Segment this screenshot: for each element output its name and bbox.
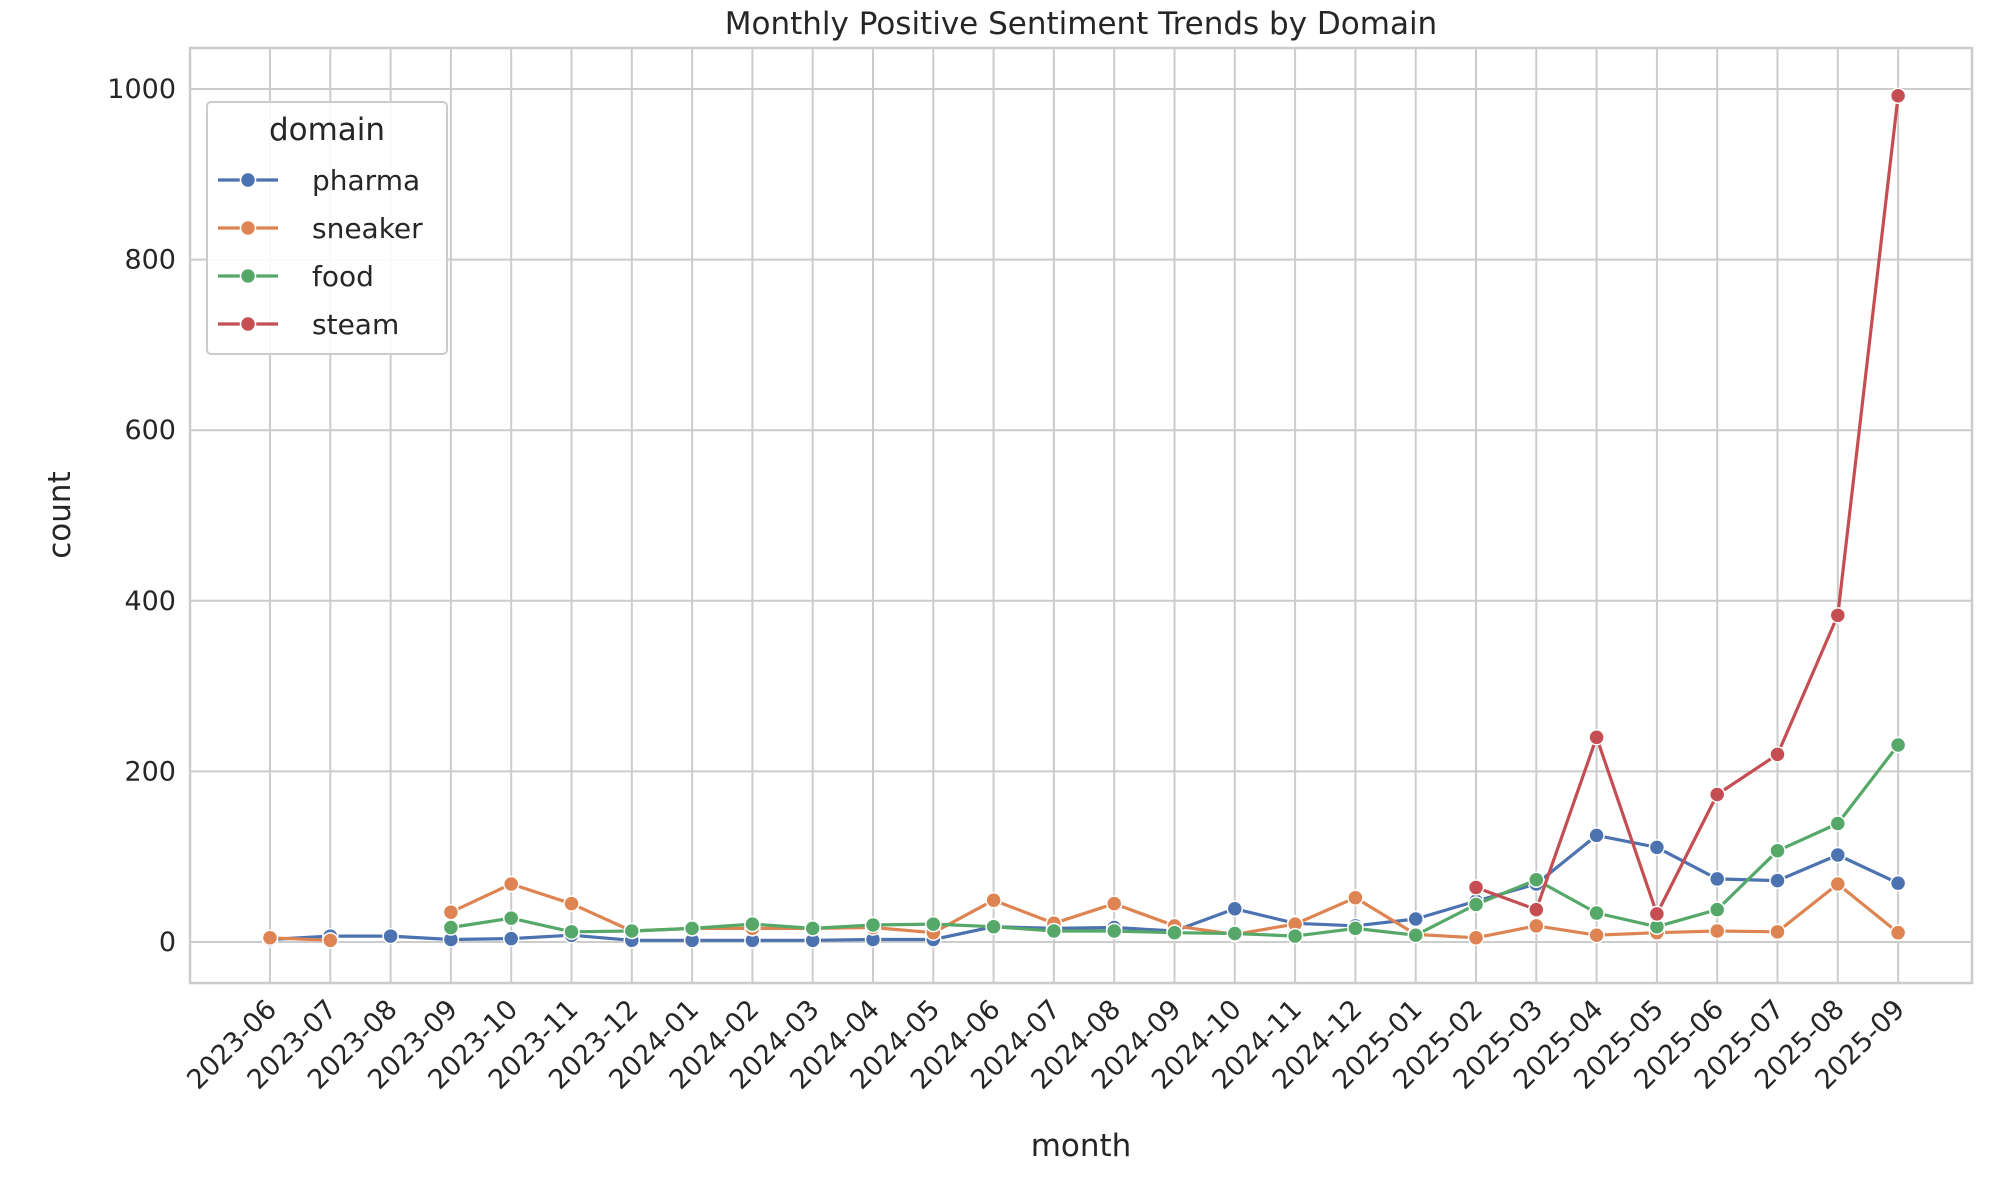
data-point-food (502, 909, 520, 927)
data-point-food (563, 923, 580, 941)
data-point-sneaker (442, 903, 460, 921)
data-point-food (1286, 927, 1304, 945)
series-steam (1467, 87, 1907, 923)
x-axis-label: month (1031, 1128, 1132, 1164)
data-point-sneaker (1588, 926, 1605, 944)
legend-swatch-marker (239, 219, 257, 237)
data-point-food (1407, 926, 1424, 944)
series-line-sneaker (269, 936, 331, 942)
y-axis-label: count (42, 471, 78, 558)
y-tick-label: 800 (124, 245, 176, 276)
series-line-steam (1475, 95, 1900, 916)
x-axis-ticks: 2023-062023-072023-082023-092023-102023-… (181, 994, 1911, 1096)
legend-label: pharma (312, 164, 420, 197)
data-point-sneaker (1829, 875, 1847, 893)
legend-entries: pharma sneaker food steam (218, 164, 423, 341)
series-lines (261, 87, 1907, 949)
legend-swatch-marker (239, 267, 257, 285)
data-point-steam (1648, 905, 1666, 923)
data-point-pharma (1708, 870, 1726, 888)
data-point-food (1588, 904, 1605, 922)
data-point-pharma (1889, 874, 1907, 892)
y-tick-label: 400 (124, 586, 176, 617)
data-point-food (623, 922, 641, 940)
data-point-food (744, 915, 761, 933)
data-point-pharma (1769, 872, 1786, 889)
y-tick-label: 200 (124, 756, 176, 787)
data-point-pharma (1407, 910, 1424, 928)
legend-entry-food: food (218, 260, 374, 293)
data-point-food (1889, 736, 1907, 754)
y-axis-ticks: 0 200 400 600 800 1000 (107, 74, 176, 958)
legend-box (206, 101, 448, 355)
data-point-sneaker (985, 891, 1002, 909)
data-point-steam (1528, 901, 1545, 918)
data-point-steam (1889, 87, 1907, 105)
y-tick-label: 600 (124, 415, 176, 446)
data-point-food (1708, 901, 1726, 918)
data-point-pharma (1588, 827, 1605, 844)
data-point-sneaker (1467, 929, 1485, 947)
data-point-steam (1829, 607, 1847, 624)
data-point-food (1528, 871, 1545, 889)
data-point-steam (1588, 729, 1605, 746)
data-point-sneaker (322, 932, 339, 949)
data-point-sneaker (261, 929, 279, 947)
data-point-food (683, 920, 701, 937)
data-point-sneaker (1769, 923, 1786, 941)
legend: domain pharma sneaker food steam (206, 101, 448, 355)
data-point-food (1105, 922, 1123, 940)
data-point-steam (1769, 746, 1786, 763)
legend-label: steam (312, 308, 399, 341)
data-point-sneaker (563, 895, 580, 912)
data-point-sneaker (1105, 895, 1123, 912)
data-point-food (1045, 922, 1063, 940)
data-point-pharma (1829, 846, 1847, 864)
legend-title: domain (269, 112, 385, 148)
legend-entry-pharma: pharma (218, 164, 420, 197)
data-point-sneaker (1708, 922, 1726, 940)
data-point-sneaker (502, 875, 520, 893)
data-point-steam (1467, 879, 1485, 896)
data-point-pharma (1648, 839, 1666, 856)
y-tick-label: 1000 (107, 74, 176, 105)
chart-title: Monthly Positive Sentiment Trends by Dom… (725, 6, 1437, 42)
legend-swatch-marker (239, 171, 257, 189)
data-point-food (1769, 842, 1786, 860)
legend-entry-steam: steam (218, 308, 399, 341)
data-point-sneaker (1889, 924, 1907, 941)
series-line-pharma (269, 833, 1899, 942)
data-point-sneaker (1528, 917, 1545, 935)
data-point-pharma (502, 930, 520, 947)
data-point-food (985, 918, 1002, 935)
data-point-pharma (1226, 900, 1244, 918)
data-point-food (442, 919, 460, 936)
data-point-food (1166, 924, 1183, 941)
legend-entry-sneaker: sneaker (218, 212, 423, 245)
legend-swatch-marker (239, 315, 257, 333)
data-point-food (1829, 815, 1847, 832)
data-point-food (1467, 896, 1485, 913)
plot-frame (188, 46, 1974, 985)
data-point-food (864, 916, 882, 934)
series-food (442, 736, 1907, 945)
data-point-food (925, 915, 942, 933)
data-point-food (1226, 925, 1244, 942)
data-point-food (804, 920, 821, 937)
legend-label: sneaker (312, 212, 423, 245)
data-point-sneaker (1347, 889, 1364, 906)
data-point-pharma (382, 927, 399, 945)
y-tick-label: 0 (159, 927, 176, 958)
gridlines (190, 48, 1972, 983)
data-point-steam (1708, 786, 1726, 803)
legend-label: food (312, 260, 374, 293)
data-point-food (1347, 920, 1364, 937)
